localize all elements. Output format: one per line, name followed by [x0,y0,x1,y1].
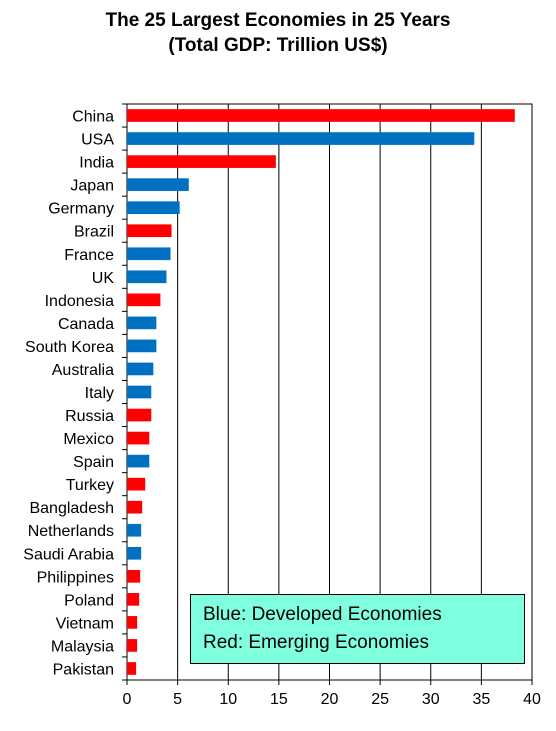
category-label-saudi-arabia: Saudi Arabia [23,546,114,563]
bar-japan [127,178,189,191]
bar-poland [127,593,140,606]
bar-canada [127,316,157,330]
category-label-spain: Spain [73,454,114,471]
bar-mexico [127,431,150,445]
x-tick-label-25: 25 [371,691,389,708]
category-label-india: India [79,155,114,172]
bar-italy [127,385,152,399]
category-label-philippines: Philippines [37,569,114,586]
category-label-vietnam: Vietnam [56,615,114,632]
category-label-indonesia: Indonesia [45,293,114,310]
x-tick-label-15: 15 [270,691,288,708]
category-label-russia: Russia [65,408,114,425]
bar-russia [127,408,152,422]
category-label-brazil: Brazil [74,224,114,241]
category-label-bangladesh: Bangladesh [29,500,114,517]
chart-title: The 25 Largest Economies in 25 Years (To… [0,8,556,58]
bar-vietnam [127,616,138,629]
category-label-malaysia: Malaysia [51,638,114,655]
bar-india [127,155,276,168]
category-label-uk: UK [92,270,115,287]
bar-philippines [127,569,141,583]
bar-pakistan [127,662,137,675]
legend-box: Blue: Developed Economies Red: Emerging … [190,594,525,664]
x-tick-label-40: 40 [523,691,541,708]
bar-malaysia [127,639,138,652]
bar-saudi-arabia [127,546,142,560]
legend-developed: Blue: Developed Economies [203,604,442,625]
x-tick-label-35: 35 [472,691,490,708]
category-label-mexico: Mexico [63,431,114,448]
chart-title-line2: (Total GDP: Trillion US$) [168,35,388,56]
bar-turkey [127,477,146,491]
bar-south-korea [127,339,157,353]
bar-germany [127,201,180,215]
bar-france [127,247,171,261]
x-tick-label-10: 10 [219,691,237,708]
category-label-china: China [72,109,114,126]
bar-netherlands [127,523,142,537]
chart-title-line1: The 25 Largest Economies in 25 Years [105,10,451,31]
bar-spain [127,454,150,468]
bar-uk [127,270,167,284]
x-tick-label-20: 20 [321,691,339,708]
category-label-poland: Poland [64,592,114,609]
bar-bangladesh [127,500,143,514]
category-label-south-korea: South Korea [25,339,114,356]
category-label-pakistan: Pakistan [53,661,114,678]
category-label-australia: Australia [52,362,114,379]
category-label-japan: Japan [70,178,114,195]
category-label-turkey: Turkey [66,477,114,494]
bar-usa [127,132,475,145]
x-tick-label-5: 5 [173,691,182,708]
bar-indonesia [127,293,161,307]
bar-china [127,109,515,122]
category-label-netherlands: Netherlands [28,523,114,540]
category-label-italy: Italy [85,385,114,402]
category-label-usa: USA [81,132,114,149]
x-tick-label-30: 30 [422,691,440,708]
bar-brazil [127,224,172,238]
category-label-germany: Germany [48,201,114,218]
bar-australia [127,362,154,376]
legend-emerging: Red: Emerging Economies [203,632,429,653]
category-label-canada: Canada [58,316,114,333]
x-tick-label-0: 0 [123,691,132,708]
category-label-france: France [64,247,114,264]
